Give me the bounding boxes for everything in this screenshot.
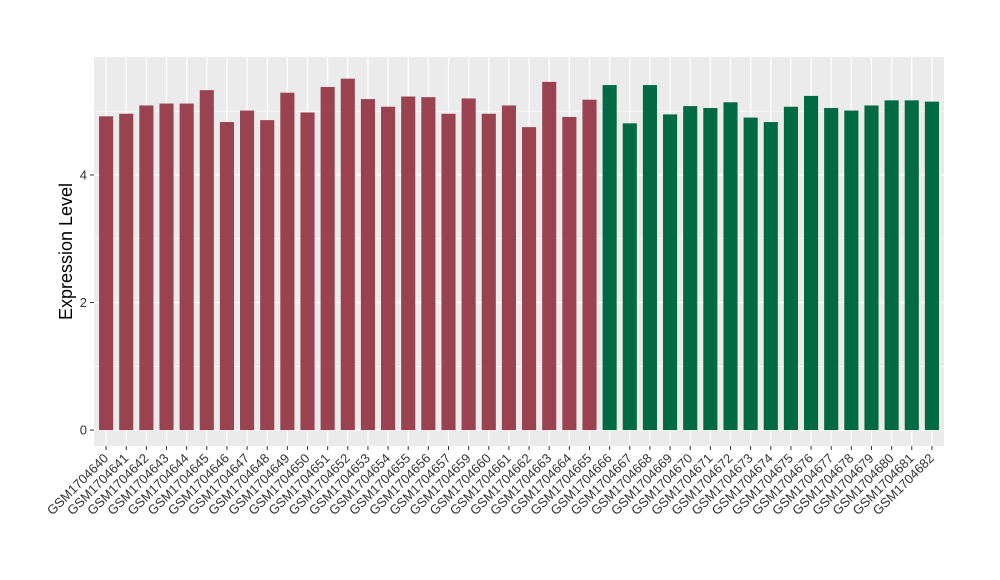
bar — [381, 106, 396, 431]
minor-gridlines — [94, 110, 944, 367]
x-axis: GSM1704640GSM1704641GSM1704642GSM1704643… — [44, 446, 937, 518]
bar — [99, 116, 114, 431]
bar — [642, 85, 657, 431]
bar — [663, 114, 678, 431]
bar — [461, 98, 476, 431]
bar — [501, 105, 516, 431]
bar — [743, 117, 758, 431]
bar — [139, 105, 154, 431]
bar — [542, 81, 557, 431]
bar — [360, 99, 375, 431]
bar — [844, 110, 859, 431]
bar — [199, 90, 214, 431]
bar — [884, 100, 899, 431]
bar — [622, 123, 637, 431]
bar — [924, 101, 939, 431]
bar — [300, 112, 315, 431]
bar — [280, 92, 295, 431]
bar — [683, 106, 698, 431]
bar — [602, 85, 617, 431]
bar — [904, 100, 919, 431]
bar — [824, 108, 839, 431]
bar — [441, 113, 456, 431]
bar — [562, 116, 577, 431]
bar — [421, 97, 436, 431]
bar — [219, 122, 234, 431]
y-tick-label: 4 — [80, 167, 87, 182]
y-axis: 0 2 4 — [80, 167, 94, 438]
bar — [401, 96, 416, 431]
bar — [804, 95, 819, 431]
y-tick-label: 2 — [80, 295, 87, 310]
bar — [240, 110, 255, 431]
bar — [582, 99, 597, 431]
bar — [159, 103, 174, 431]
bar — [481, 113, 496, 431]
bar — [320, 86, 335, 431]
bar — [340, 78, 355, 431]
bar — [723, 102, 738, 431]
bar — [864, 105, 879, 431]
y-tick-label: 0 — [80, 423, 87, 438]
bar — [783, 106, 798, 431]
bar — [119, 113, 134, 431]
plot-panel — [94, 57, 944, 446]
y-axis-title: Expression Level — [56, 183, 76, 320]
bar — [522, 127, 537, 431]
bar — [260, 120, 275, 431]
bar — [763, 122, 778, 431]
bar — [703, 108, 718, 431]
bars — [99, 78, 939, 431]
bar — [179, 103, 194, 431]
